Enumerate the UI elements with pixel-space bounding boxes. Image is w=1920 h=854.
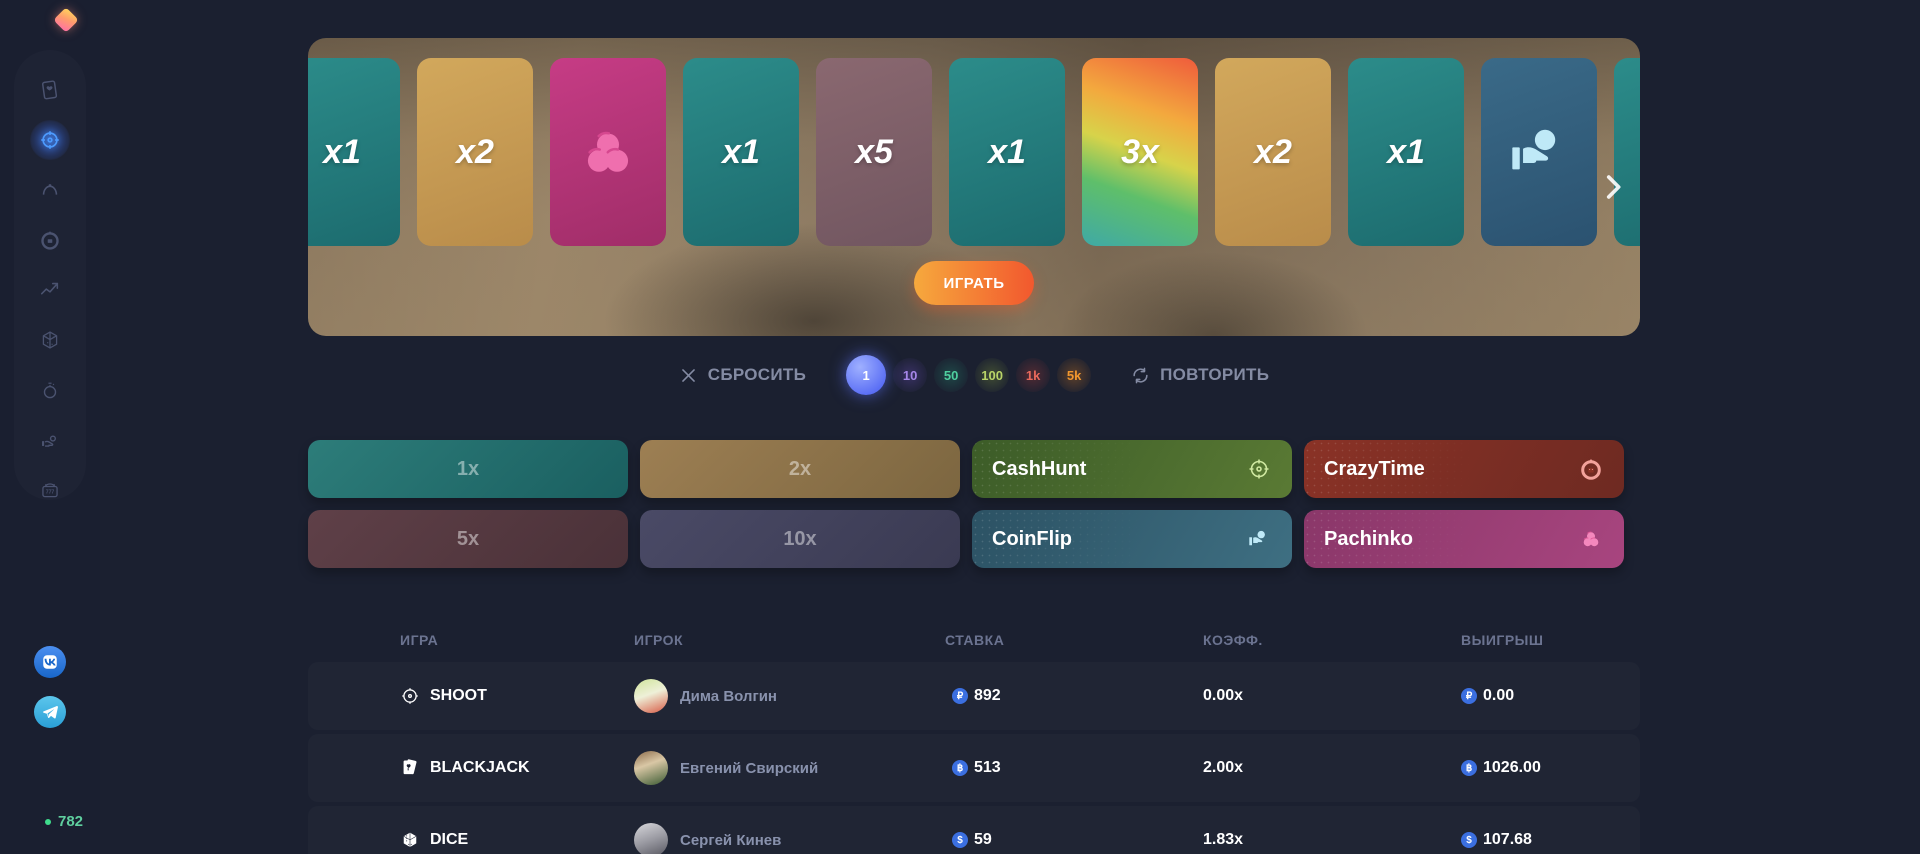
svg-text:777: 777 — [46, 489, 55, 495]
